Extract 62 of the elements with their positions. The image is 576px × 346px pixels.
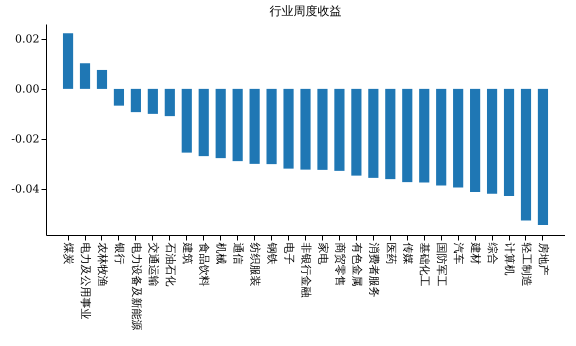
x-tick-label: 煤炭 <box>62 242 76 264</box>
bar <box>266 88 277 164</box>
bar <box>334 88 345 171</box>
x-tick-label: 石油石化 <box>164 242 177 286</box>
bar <box>182 88 192 153</box>
bar <box>538 88 548 226</box>
bar <box>385 88 396 180</box>
x-tick-label: 家电 <box>316 242 330 264</box>
x-tick-label: 建筑 <box>180 242 194 264</box>
bar <box>80 63 90 89</box>
x-tick-label: 商贸零售 <box>333 242 346 286</box>
chart-title: 行业周度收益 <box>270 4 342 18</box>
bar <box>486 88 498 194</box>
x-tick-label: 食品饮料 <box>198 242 211 286</box>
x-tick-label: 房地产 <box>536 242 550 276</box>
x-tick-label: 建材 <box>469 242 482 264</box>
x-tick-label: 通信 <box>232 242 245 264</box>
y-tick-label: 0.02 <box>15 32 40 46</box>
bar <box>250 88 260 164</box>
bar <box>317 88 328 170</box>
bar <box>216 88 226 158</box>
bar <box>232 88 243 162</box>
bar <box>453 88 464 188</box>
x-tick-label: 非银行金融 <box>300 242 312 298</box>
bar <box>520 88 532 221</box>
x-tick-label: 农林牧渔 <box>96 242 109 286</box>
bar <box>114 88 124 106</box>
bar <box>470 88 480 192</box>
bar <box>436 88 446 186</box>
bar <box>198 88 209 156</box>
x-tick-label: 国防军工 <box>435 242 448 286</box>
bar <box>148 88 158 114</box>
x-tick-label: 基础化工 <box>418 242 432 286</box>
bar <box>504 88 514 196</box>
x-tick-label: 纺织服装 <box>248 242 262 286</box>
bar <box>368 88 378 178</box>
x-tick-label: 钢铁 <box>266 242 279 264</box>
x-tick-label: 交通运输 <box>146 242 160 286</box>
bar <box>164 88 175 116</box>
bar <box>351 88 362 176</box>
bar <box>283 88 294 169</box>
y-tick-label: 0.00 <box>15 82 40 96</box>
x-tick-label: 有色金属 <box>350 242 364 286</box>
y-tick-label: -0.04 <box>11 182 40 196</box>
bar <box>419 88 430 183</box>
x-tick-label: 计算机 <box>503 242 516 276</box>
x-tick-label: 电力及公用事业 <box>79 242 92 320</box>
y-tick-label: -0.02 <box>11 132 40 146</box>
x-tick-label: 银行 <box>112 242 126 264</box>
bar <box>96 70 108 89</box>
x-tick-label: 综合 <box>486 242 500 264</box>
x-tick-label: 电子 <box>282 242 296 264</box>
bar <box>130 88 141 112</box>
x-tick-label: 传媒 <box>401 242 414 264</box>
bar <box>62 33 74 89</box>
bar <box>300 88 311 170</box>
x-tick-label: 医药 <box>384 242 398 264</box>
x-tick-label: 汽车 <box>452 242 466 264</box>
x-tick-label: 消费者服务 <box>367 242 380 298</box>
bar <box>402 88 412 182</box>
x-tick-label: 轻工制造 <box>520 242 533 286</box>
x-tick-label: 机械 <box>214 242 228 264</box>
